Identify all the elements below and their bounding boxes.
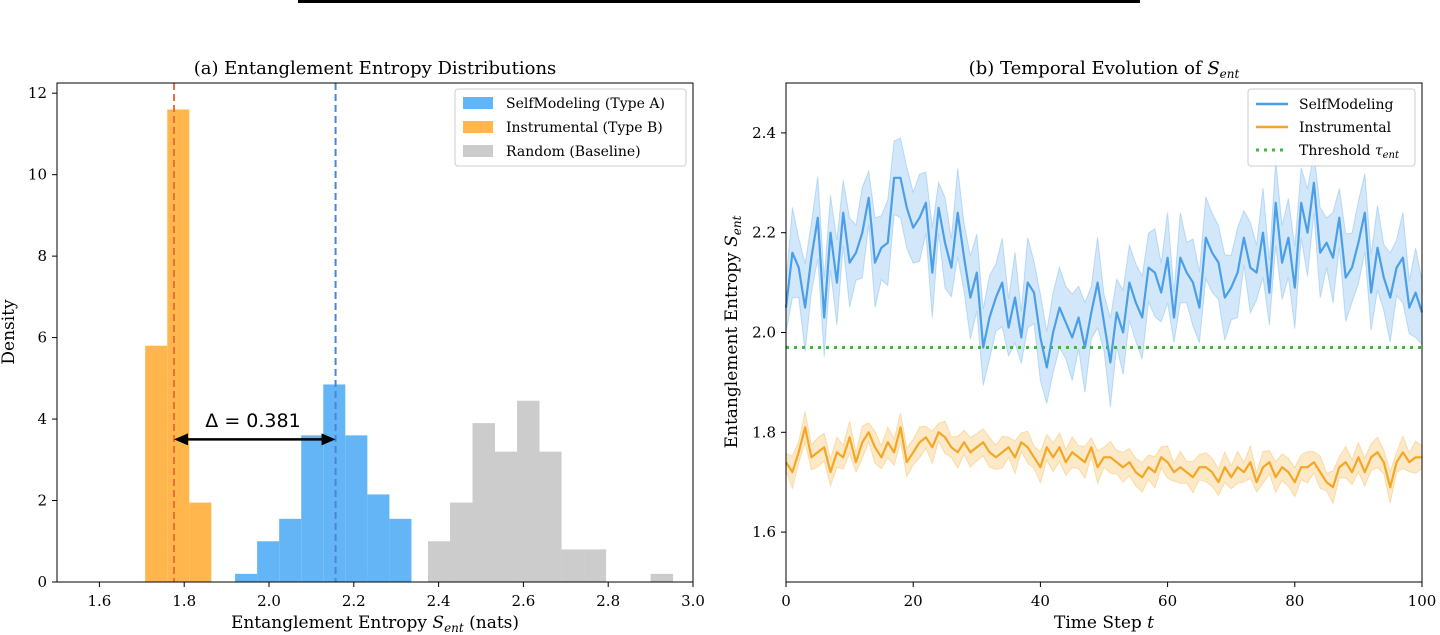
x-tick-label-b: 100 [1408, 592, 1437, 610]
y-axis-label-b: Entanglement Entropy Sent [722, 215, 744, 448]
legend-b: SelfModeling Instrumental Threshold τent [1247, 88, 1416, 167]
bar-random-2 [450, 502, 473, 582]
mean-lines [173, 83, 337, 582]
x-tick-label-b: 20 [904, 592, 923, 610]
y-axis-b: 1.6 1.8 2.0 2.2 2.4 [752, 124, 786, 541]
bar-random-7 [561, 549, 585, 582]
delta-annotation: Δ = 0.381 [174, 410, 336, 446]
x-tick-label-b: 0 [781, 592, 791, 610]
bar-random-3 [472, 423, 495, 582]
y-tick-label-b: 1.6 [752, 523, 776, 541]
bar-selfmodeling-3 [301, 435, 324, 582]
series-line-selfmodeling [784, 176, 1424, 369]
y-tick-label-b: 1.8 [752, 423, 776, 441]
x-tick-label: 2.6 [511, 592, 535, 610]
y-tick-label: 6 [37, 329, 47, 347]
y-tick-label: 0 [37, 573, 47, 591]
y-tick-label: 10 [28, 166, 47, 184]
legend-label-threshold: Threshold τent [1299, 143, 1400, 161]
legend-label-inst: Instrumental (Type B) [506, 120, 663, 136]
band-selfmodeling [785, 137, 1423, 407]
delta-arrowhead-left [174, 433, 189, 446]
series-line-instrumental [785, 426, 1422, 489]
bar-selfmodeling-5 [345, 435, 368, 582]
y-tick-label-b: 2.2 [752, 224, 776, 242]
legend-label-inst-b: Instrumental [1299, 120, 1392, 136]
legend-swatch-self [463, 97, 493, 109]
y-axis-label: Density [0, 299, 19, 365]
delta-arrowhead-right [321, 433, 336, 446]
x-tick-label: 2.4 [427, 592, 451, 610]
panel-a-title: (a) Entanglement Entropy Distributions [194, 58, 557, 79]
y-tick-label: 4 [37, 410, 47, 428]
x-axis-label: Entanglement Entropy Sent (nats) [231, 613, 519, 635]
legend-swatch-inst [463, 121, 493, 133]
x-tick-label: 2.8 [596, 592, 620, 610]
legend-box-b [1247, 88, 1416, 167]
bar-selfmodeling-7 [389, 518, 412, 582]
legend-label-self-b: SelfModeling [1299, 97, 1394, 113]
x-tick-label-b: 40 [1031, 592, 1050, 610]
bar-selfmodeling-2 [279, 518, 302, 582]
delta-label: Δ = 0.381 [205, 410, 300, 432]
bar-selfmodeling-4 [323, 384, 346, 582]
histogram-bars [145, 109, 674, 583]
x-tick-label: 1.8 [172, 592, 196, 610]
legend-box [454, 88, 687, 167]
x-tick-label-b: 60 [1158, 592, 1177, 610]
x-axis-b: 0 20 40 60 80 100 [781, 582, 1436, 610]
panel-b-title: (b) Temporal Evolution of Sent [969, 58, 1240, 81]
histogram-panel: (a) Entanglement Entropy Distributions Δ… [0, 58, 705, 635]
bar-selfmodeling-6 [367, 494, 390, 582]
bar-selfmodeling-0 [235, 573, 258, 582]
x-tick-label-b: 80 [1285, 592, 1304, 610]
bar-random-5 [517, 400, 540, 582]
series-lines [784, 176, 1424, 489]
plot-area-frame [56, 82, 694, 583]
y-tick-label: 12 [28, 84, 47, 102]
bar-instrumental-2 [189, 502, 212, 582]
bar-random-9 [650, 573, 674, 582]
bar-selfmodeling-1 [257, 541, 280, 582]
bar-random-8 [584, 549, 607, 582]
legend-label-self: SelfModeling (Type A) [506, 96, 665, 112]
bar-instrumental-1 [167, 109, 190, 583]
legend-label-rand: Random (Baseline) [506, 144, 641, 160]
timeseries-panel: (b) Temporal Evolution of Sent 0 20 40 60 80… [722, 58, 1436, 633]
legend: SelfModeling (Type A) Instrumental (Type… [454, 88, 687, 167]
x-axis-label-b: Time Step t [1054, 613, 1154, 633]
x-axis: 1.6 1.8 2.0 2.2 2.4 2.6 2.8 3.0 [87, 582, 705, 610]
x-tick-label: 3.0 [681, 592, 705, 610]
y-tick-label: 8 [37, 247, 47, 265]
x-tick-label: 2.2 [342, 592, 366, 610]
y-tick-label: 2 [37, 492, 47, 510]
bar-random-4 [494, 451, 518, 582]
x-tick-label: 1.6 [87, 592, 111, 610]
top-bar [298, 0, 1140, 3]
bar-random-6 [539, 451, 562, 582]
y-tick-label-b: 2.0 [752, 324, 776, 342]
y-axis: 0 2 4 6 8 10 12 [28, 84, 57, 591]
legend-swatch-rand [463, 145, 493, 157]
bar-instrumental-0 [145, 345, 168, 582]
x-tick-label: 2.0 [257, 592, 281, 610]
bar-random-1 [428, 541, 451, 582]
y-tick-label-b: 2.4 [752, 124, 776, 142]
